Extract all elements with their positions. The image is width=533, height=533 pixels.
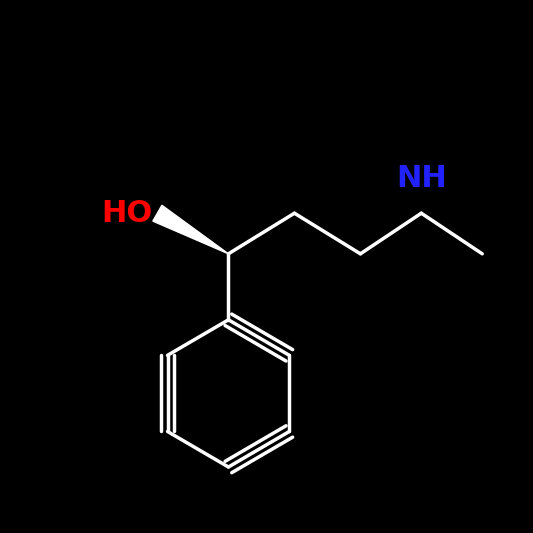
Polygon shape <box>153 205 229 254</box>
Text: NH: NH <box>396 164 447 193</box>
Text: HO: HO <box>101 199 152 228</box>
